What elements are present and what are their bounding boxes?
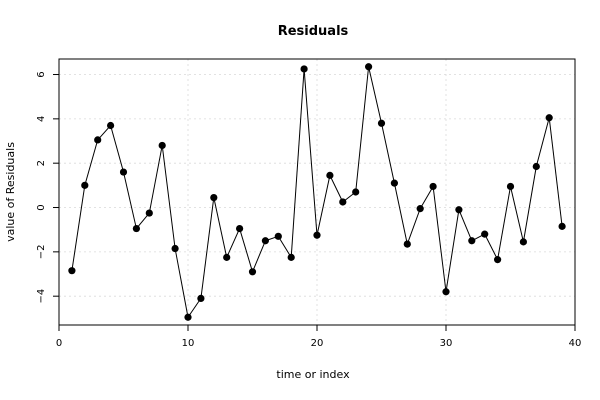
data-point-30 bbox=[442, 288, 450, 296]
data-point-7 bbox=[145, 209, 153, 217]
line-segment-9 bbox=[174, 248, 189, 318]
x-tick-label-2: 20 bbox=[311, 338, 324, 349]
data-point-11 bbox=[197, 294, 205, 302]
line-segment-15 bbox=[252, 240, 266, 272]
data-point-37 bbox=[532, 162, 540, 171]
line-segment-19 bbox=[303, 68, 318, 236]
line-segment-23 bbox=[355, 66, 370, 193]
data-point-8 bbox=[158, 141, 166, 150]
line-segment-30 bbox=[445, 209, 460, 292]
data-point-20 bbox=[313, 231, 321, 239]
y-tick-label-0: −4 bbox=[36, 289, 47, 304]
data-point-12 bbox=[210, 193, 218, 202]
data-point-18 bbox=[287, 253, 295, 261]
data-point-39 bbox=[558, 222, 566, 230]
line-segment-29 bbox=[432, 186, 447, 292]
x-axis-label: time or index bbox=[276, 368, 350, 381]
data-point-2 bbox=[81, 181, 89, 189]
data-point-38 bbox=[545, 114, 553, 122]
data-point-15 bbox=[248, 268, 257, 276]
data-point-22 bbox=[339, 198, 347, 206]
data-point-13 bbox=[223, 253, 231, 261]
line-segment-34 bbox=[497, 186, 511, 260]
series-line bbox=[71, 66, 563, 318]
line-segment-35 bbox=[510, 186, 524, 242]
data-point-34 bbox=[494, 256, 502, 264]
line-segment-5 bbox=[123, 171, 137, 229]
data-point-5 bbox=[119, 168, 128, 176]
line-segment-24 bbox=[368, 66, 382, 124]
line-segment-2 bbox=[84, 139, 99, 186]
data-point-9 bbox=[171, 244, 179, 253]
x-tick-label-3: 30 bbox=[440, 338, 453, 349]
data-point-27 bbox=[403, 240, 411, 248]
line-segment-7 bbox=[148, 145, 163, 214]
data-point-23 bbox=[352, 188, 360, 196]
data-point-24 bbox=[365, 63, 373, 71]
data-point-1 bbox=[68, 267, 76, 275]
data-point-36 bbox=[519, 238, 528, 246]
y-tick-label-5: 6 bbox=[36, 71, 47, 77]
line-segment-11 bbox=[200, 197, 215, 299]
line-segment-21 bbox=[329, 175, 344, 203]
line-segment-8 bbox=[161, 145, 176, 249]
line-segment-36 bbox=[522, 166, 537, 242]
data-point-35 bbox=[506, 182, 515, 191]
line-segment-18 bbox=[290, 68, 305, 258]
data-point-19 bbox=[300, 65, 308, 73]
data-point-14 bbox=[236, 224, 244, 233]
line-segment-27 bbox=[406, 208, 421, 245]
line-segment-38 bbox=[548, 117, 563, 227]
line-segment-37 bbox=[535, 117, 550, 167]
data-point-25 bbox=[377, 119, 386, 127]
series-points bbox=[68, 63, 566, 321]
line-segment-10 bbox=[187, 298, 202, 318]
data-point-28 bbox=[416, 205, 424, 213]
data-point-21 bbox=[326, 171, 334, 179]
y-tick-label-2: 0 bbox=[36, 204, 47, 210]
line-segment-14 bbox=[239, 228, 253, 272]
line-segment-1 bbox=[71, 185, 86, 271]
line-segment-4 bbox=[110, 125, 124, 173]
data-point-29 bbox=[429, 182, 437, 191]
x-tick-label-4: 40 bbox=[569, 338, 582, 349]
data-point-32 bbox=[468, 237, 476, 245]
data-point-17 bbox=[274, 232, 282, 240]
data-point-26 bbox=[390, 179, 398, 187]
data-point-3 bbox=[94, 136, 102, 144]
data-point-10 bbox=[184, 313, 192, 321]
line-segment-17 bbox=[277, 236, 292, 258]
data-point-33 bbox=[481, 230, 489, 238]
line-segment-26 bbox=[393, 183, 408, 245]
data-point-4 bbox=[107, 121, 115, 130]
line-segment-28 bbox=[419, 186, 434, 209]
line-segment-12 bbox=[213, 197, 228, 258]
x-tick-label-1: 10 bbox=[182, 338, 195, 349]
y-tick-label-1: −2 bbox=[36, 244, 47, 259]
x-tick-label-0: 0 bbox=[56, 338, 62, 349]
y-axis-label: value of Residuals bbox=[4, 142, 17, 242]
line-segment-25 bbox=[381, 123, 395, 184]
line-segment-33 bbox=[484, 233, 499, 260]
line-segment-31 bbox=[458, 209, 473, 241]
line-segment-20 bbox=[316, 175, 331, 236]
data-point-6 bbox=[132, 224, 140, 233]
data-point-16 bbox=[261, 237, 269, 245]
grid bbox=[58, 59, 576, 325]
line-segment-13 bbox=[226, 228, 241, 258]
y-tick-label-4: 4 bbox=[36, 116, 47, 122]
y-axis: −4 −2 0 2 4 6 bbox=[36, 71, 59, 304]
y-tick-label-3: 2 bbox=[36, 160, 47, 166]
chart-title: Residuals bbox=[278, 24, 349, 39]
x-axis: 0 10 20 30 40 bbox=[56, 325, 582, 349]
data-point-31 bbox=[455, 206, 463, 214]
